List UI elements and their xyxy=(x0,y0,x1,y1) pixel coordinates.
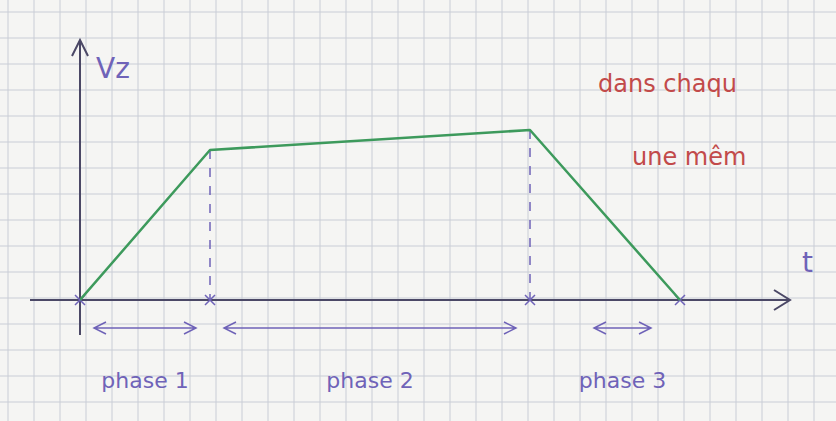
paper-line xyxy=(528,0,529,421)
guide-line xyxy=(209,150,211,300)
paper-line xyxy=(294,0,295,421)
y-axis-arrow xyxy=(72,40,88,56)
phase-label: phase 2 xyxy=(326,368,413,393)
phase-label: phase 1 xyxy=(101,368,188,393)
paper-line xyxy=(632,0,633,421)
paper-line xyxy=(0,116,836,117)
paper-line xyxy=(0,272,836,273)
x-cross xyxy=(205,295,215,305)
y-axis-label: Vz xyxy=(96,52,130,85)
y-axis xyxy=(79,40,81,335)
paper-line xyxy=(34,0,35,421)
paper-line xyxy=(242,0,243,421)
paper-line xyxy=(164,0,165,421)
x-cross xyxy=(525,295,535,305)
paper-line xyxy=(0,194,836,195)
paper-line xyxy=(60,0,61,421)
paper-line xyxy=(346,0,347,421)
paper xyxy=(0,0,836,421)
paper-line xyxy=(0,402,836,403)
paper-line xyxy=(580,0,581,421)
paper-line xyxy=(424,0,425,421)
paper-line xyxy=(398,0,399,421)
paper-line xyxy=(86,0,87,421)
paper-line xyxy=(268,0,269,421)
paper-line xyxy=(658,0,659,421)
paper-grid xyxy=(0,0,836,421)
x-axis-arrow xyxy=(774,290,790,310)
x-axis-label: t xyxy=(802,246,813,279)
paper-line xyxy=(684,0,685,421)
paper-line xyxy=(554,0,555,421)
paper-line xyxy=(138,0,139,421)
paper-line xyxy=(0,350,836,351)
paper-line xyxy=(736,0,737,421)
paper-line xyxy=(0,298,836,299)
x-axis xyxy=(30,299,790,301)
paper-line xyxy=(710,0,711,421)
paper-line xyxy=(8,0,9,421)
paper-line xyxy=(788,0,789,421)
chart: Vz t phase 1 phase 2 phase 3 dans chaqu une mê… xyxy=(0,0,836,421)
paper-line xyxy=(190,0,191,421)
phase-arrow xyxy=(224,322,516,334)
paper-line xyxy=(502,0,503,421)
paper-line xyxy=(0,324,836,325)
paper-line xyxy=(0,12,836,13)
paper-line xyxy=(372,0,373,421)
phase-arrow xyxy=(94,322,196,334)
guide-line xyxy=(529,130,531,300)
paper-line xyxy=(0,38,836,39)
paper-line xyxy=(320,0,321,421)
paper-line xyxy=(450,0,451,421)
paper-line xyxy=(814,0,815,421)
annotation: dans chaqu xyxy=(598,70,737,98)
paper-line xyxy=(0,220,836,221)
phase-label: phase 3 xyxy=(579,368,666,393)
paper-line xyxy=(762,0,763,421)
paper-line xyxy=(216,0,217,421)
paper-line xyxy=(606,0,607,421)
annotation: une mêm xyxy=(632,143,746,171)
plot-area xyxy=(80,130,680,300)
paper-line xyxy=(476,0,477,421)
phase-arrow xyxy=(594,322,651,334)
velocity-line xyxy=(80,130,680,300)
